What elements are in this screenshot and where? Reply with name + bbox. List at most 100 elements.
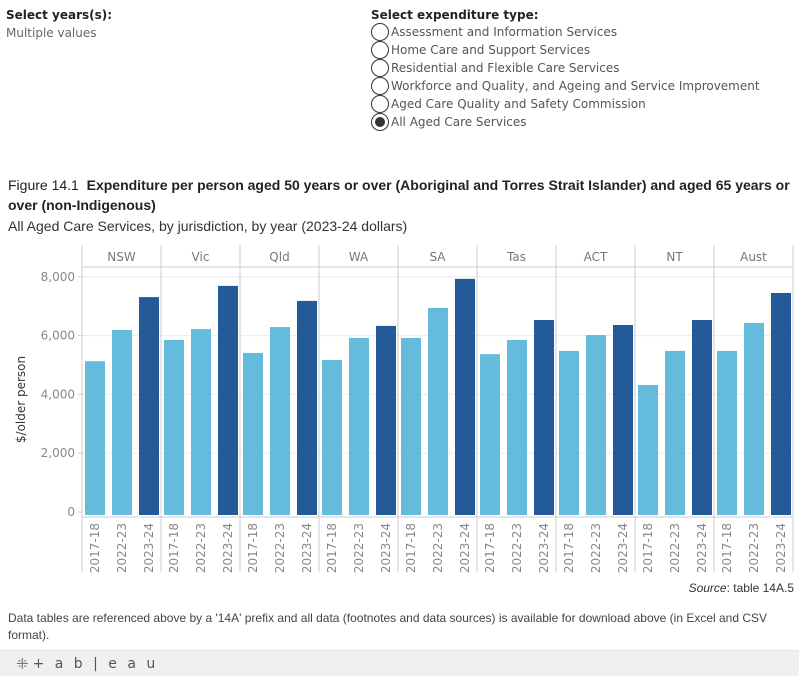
x-tick-label: 2023-24 — [616, 523, 630, 573]
x-tick-label: 2022-23 — [589, 523, 603, 573]
radio-unchecked-icon[interactable] — [371, 77, 389, 95]
expenditure-option-label: Assessment and Information Services — [391, 25, 618, 39]
bar-sa-2022-23 — [428, 307, 448, 515]
x-tick-label: 2023-24 — [300, 523, 314, 573]
panel-header-aust: Aust — [740, 250, 767, 264]
years-filter-title: Select years(s): — [6, 8, 113, 22]
x-tick-label: 2022-23 — [431, 523, 445, 573]
x-tick-label: 2017-18 — [483, 523, 497, 573]
bar-chart: 0 2,000 4,000 6,000 8,000 $/older person NSW 20… — [14, 245, 794, 573]
figure-subtitle: All Aged Care Services, by jurisdiction,… — [8, 218, 408, 234]
radio-unchecked-icon[interactable] — [371, 41, 389, 59]
expenditure-option[interactable]: Home Care and Support Services — [371, 41, 760, 59]
tableau-logo[interactable]: ⁜ + a b | e a u — [16, 655, 158, 673]
bar-wa-2023-24 — [376, 325, 396, 515]
expenditure-option-label: All Aged Care Services — [391, 115, 527, 129]
bar-sa-2017-18 — [401, 337, 421, 515]
bar-nsw-2022-23 — [112, 330, 132, 515]
bar-qld-2023-24 — [297, 300, 317, 515]
tableau-cross-icon: ⁜ — [16, 655, 29, 673]
x-tick-label: 2022-23 — [510, 523, 524, 573]
bar-sa-2023-24 — [455, 278, 475, 515]
expenditure-option[interactable]: Residential and Flexible Care Services — [371, 59, 760, 77]
years-filter[interactable]: Select years(s): Multiple values — [6, 8, 112, 40]
panel-header-sa: SA — [429, 250, 446, 264]
expenditure-option[interactable]: Workforce and Quality, and Ageing and Se… — [371, 77, 760, 95]
x-tick-label: 2017-18 — [246, 523, 260, 573]
x-tick-label: 2022-23 — [352, 523, 366, 573]
expenditure-filter-title: Select expenditure type: — [371, 8, 539, 22]
x-tick-label: 2023-24 — [695, 523, 709, 573]
bar-vic-2023-24 — [218, 285, 238, 515]
y-tick-label: 4,000 — [41, 387, 75, 401]
bar-aust-2023-24 — [771, 292, 791, 515]
x-tick-label: 2017-18 — [325, 523, 339, 573]
bar-aust-2017-18 — [717, 350, 737, 515]
tableau-wordmark: + a b | e a u — [32, 656, 159, 672]
bar-nt-2023-24 — [692, 320, 712, 515]
bar-aust-2022-23 — [744, 322, 764, 515]
bar-qld-2022-23 — [270, 327, 290, 515]
x-tick-label: 2023-24 — [537, 523, 551, 573]
expenditure-option[interactable]: All Aged Care Services — [371, 113, 760, 131]
bar-act-2022-23 — [586, 335, 606, 515]
bar-nt-2022-23 — [665, 350, 685, 515]
source-note: Source: table 14A.5 — [689, 581, 794, 595]
bar-nsw-2023-24 — [139, 297, 159, 515]
figure-title-text: Expenditure per person aged 50 years or … — [8, 177, 790, 213]
radio-unchecked-icon[interactable] — [371, 23, 389, 41]
expenditure-radio-list: Assessment and Information Services Home … — [371, 23, 760, 131]
bar-nt-2017-18 — [638, 384, 658, 515]
x-tick-label: 2022-23 — [194, 523, 208, 573]
figure-number: Figure 14.1 — [8, 177, 79, 193]
expenditure-type-filter: Select expenditure type: Assessment and … — [371, 8, 760, 131]
y-tick-label: 6,000 — [41, 329, 75, 343]
footnote: Data tables are referenced above by a '1… — [8, 611, 768, 642]
expenditure-option-label: Residential and Flexible Care Services — [391, 61, 620, 75]
radio-checked-icon[interactable] — [371, 113, 389, 131]
x-tick-label: 2017-18 — [562, 523, 576, 573]
x-tick-label: 2022-23 — [668, 523, 682, 573]
bar-nsw-2017-18 — [85, 361, 105, 515]
figure-title: Figure 14.1 Expenditure per person aged … — [8, 175, 798, 215]
x-tick-label: 2017-18 — [88, 523, 102, 573]
tableau-footer: ⁜ + a b | e a u — [0, 650, 799, 676]
bar-tas-2017-18 — [480, 354, 500, 515]
x-tick-label: 2017-18 — [641, 523, 655, 573]
source-text: : table 14A.5 — [726, 581, 794, 595]
x-tick-label: 2023-24 — [221, 523, 235, 573]
x-tick-label: 2022-23 — [115, 523, 129, 573]
y-axis-label: $/older person — [14, 356, 28, 443]
bar-tas-2023-24 — [534, 320, 554, 515]
years-filter-value[interactable]: Multiple values — [6, 26, 97, 40]
expenditure-option-label: Home Care and Support Services — [391, 43, 591, 57]
panel-header-act: ACT — [584, 250, 608, 264]
panel-header-qld: Qld — [269, 250, 289, 264]
radio-unchecked-icon[interactable] — [371, 59, 389, 77]
panel-header-nt: NT — [666, 250, 683, 264]
expenditure-option-label: Aged Care Quality and Safety Commission — [391, 97, 646, 111]
y-tick-label: 8,000 — [41, 270, 75, 284]
x-tick-label: 2023-24 — [774, 523, 788, 573]
expenditure-option[interactable]: Aged Care Quality and Safety Commission — [371, 95, 760, 113]
panel-header-vic: Vic — [192, 250, 210, 264]
expenditure-option[interactable]: Assessment and Information Services — [371, 23, 760, 41]
bar-wa-2017-18 — [322, 360, 342, 515]
x-tick-label: 2022-23 — [747, 523, 761, 573]
bar-vic-2017-18 — [164, 340, 184, 515]
y-tick-label: 2,000 — [41, 446, 75, 460]
bar-act-2017-18 — [559, 350, 579, 515]
x-tick-label: 2017-18 — [167, 523, 181, 573]
x-tick-label: 2023-24 — [142, 523, 156, 573]
x-tick-label: 2023-24 — [379, 523, 393, 573]
panel-header-wa: WA — [349, 250, 369, 264]
radio-unchecked-icon[interactable] — [371, 95, 389, 113]
bar-wa-2022-23 — [349, 337, 369, 515]
bar-tas-2022-23 — [507, 340, 527, 515]
x-tick-label: 2017-18 — [404, 523, 418, 573]
source-label: Source — [688, 581, 727, 595]
bar-vic-2022-23 — [191, 329, 211, 515]
bar-qld-2017-18 — [243, 352, 263, 515]
panel-header-nsw: NSW — [107, 250, 136, 264]
x-tick-label: 2017-18 — [720, 523, 734, 573]
